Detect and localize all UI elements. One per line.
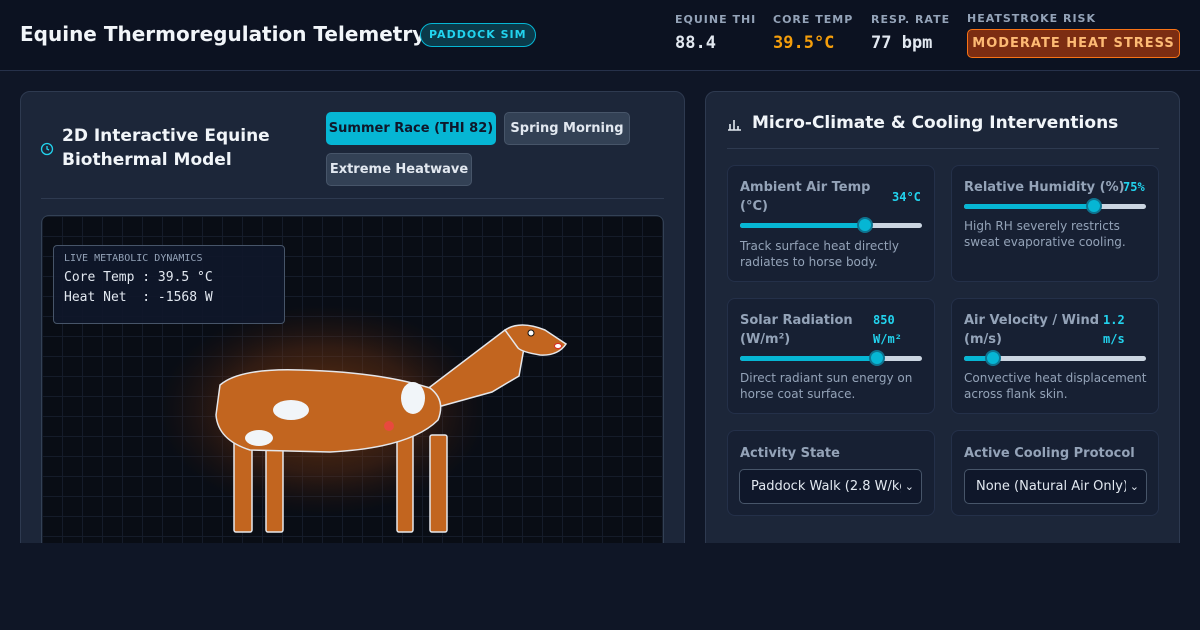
dropdown-value: Paddock Walk (2.8 W/kg)	[751, 479, 913, 494]
slider-value: 75%	[1123, 180, 1145, 194]
preset-button[interactable]: Summer Race (THI 82)	[326, 112, 496, 145]
slider-card: Solar Radiation (W/m²) 850 W/m² Direct r…	[727, 298, 935, 414]
slider-value: 850 W/m²	[873, 313, 902, 346]
overlay-line: Heat Net : -1568 W	[64, 290, 213, 305]
dropdown-value: None (Natural Air Only)	[976, 479, 1129, 494]
slider[interactable]	[964, 198, 1146, 214]
preset-button[interactable]: Spring Morning	[504, 112, 630, 145]
slider-card: Air Velocity / Wind (m/s) 1.2 m/s Convec…	[951, 298, 1159, 414]
overlay-heading: LIVE METABOLIC DYNAMICS	[64, 253, 203, 264]
risk-label: HEATSTROKE RISK	[967, 12, 1097, 25]
slider-label: Solar Radiation (W/m²)	[740, 313, 853, 347]
select-card: Active Cooling Protocol None (Natural Ai…	[951, 430, 1159, 516]
slider-card: Ambient Air Temp (°C) 34°C Track surface…	[727, 165, 935, 282]
preset-button[interactable]: Extreme Heatwave	[326, 153, 472, 186]
dropdown[interactable]: None (Natural Air Only) ⌄	[964, 469, 1147, 504]
chart-icon	[728, 120, 741, 131]
select-label: Activity State	[740, 446, 840, 461]
slider-label: Ambient Air Temp (°C)	[740, 180, 871, 214]
panel-title: Micro-Climate & Cooling Interventions	[752, 113, 1119, 133]
risk-badge: MODERATE HEAT STRESS	[967, 29, 1180, 58]
dropdown[interactable]: Paddock Walk (2.8 W/kg) ⌄	[739, 469, 922, 504]
slider[interactable]	[740, 217, 922, 233]
metric-label: CORE TEMP	[773, 13, 854, 26]
select-card: Activity State Paddock Walk (2.8 W/kg) ⌄	[727, 430, 935, 516]
metric-value: 88.4	[675, 33, 716, 53]
panel-title: 2D Interactive Equine Biothermal Model	[62, 126, 270, 170]
metric-value: 77 bpm	[871, 33, 933, 53]
app-title: Equine Thermoregulation Telemetry	[20, 22, 426, 46]
slider-value: 1.2 m/s	[1103, 313, 1125, 346]
select-label: Active Cooling Protocol	[964, 446, 1135, 461]
content: 2D Interactive Equine Biothermal Model S…	[20, 91, 1180, 543]
slider[interactable]	[740, 350, 922, 366]
slider-description: Convective heat displacement across flan…	[964, 371, 1147, 401]
top-bar: Equine Thermoregulation Telemetry PADDOC…	[0, 0, 1200, 71]
overlay-line: Core Temp : 39.5 °C	[64, 270, 213, 285]
mode-badge: PADDOCK SIM	[420, 23, 536, 47]
divider	[727, 148, 1159, 149]
slider-description: Track surface heat directly radiates to …	[740, 239, 899, 269]
metric-value: 39.5°C	[773, 33, 835, 53]
slider-description: High RH severely restricts sweat evapora…	[964, 219, 1126, 249]
slider-description: Direct radiant sun energy on horse coat …	[740, 371, 913, 401]
slider-label: Relative Humidity (%)	[964, 180, 1125, 195]
slider-label: Air Velocity / Wind (m/s)	[964, 313, 1100, 347]
slider-card: Relative Humidity (%) 75% High RH severe…	[951, 165, 1159, 282]
horse-model	[158, 305, 568, 533]
metric-label: EQUINE THI	[675, 13, 757, 26]
clock-icon	[40, 142, 54, 156]
metric-label: RESP. RATE	[871, 13, 951, 26]
slider-value: 34°C	[892, 190, 921, 204]
metabolic-overlay: LIVE METABOLIC DYNAMICS Core Temp : 39.5…	[53, 245, 285, 324]
slider[interactable]	[964, 350, 1146, 366]
divider	[41, 198, 664, 199]
